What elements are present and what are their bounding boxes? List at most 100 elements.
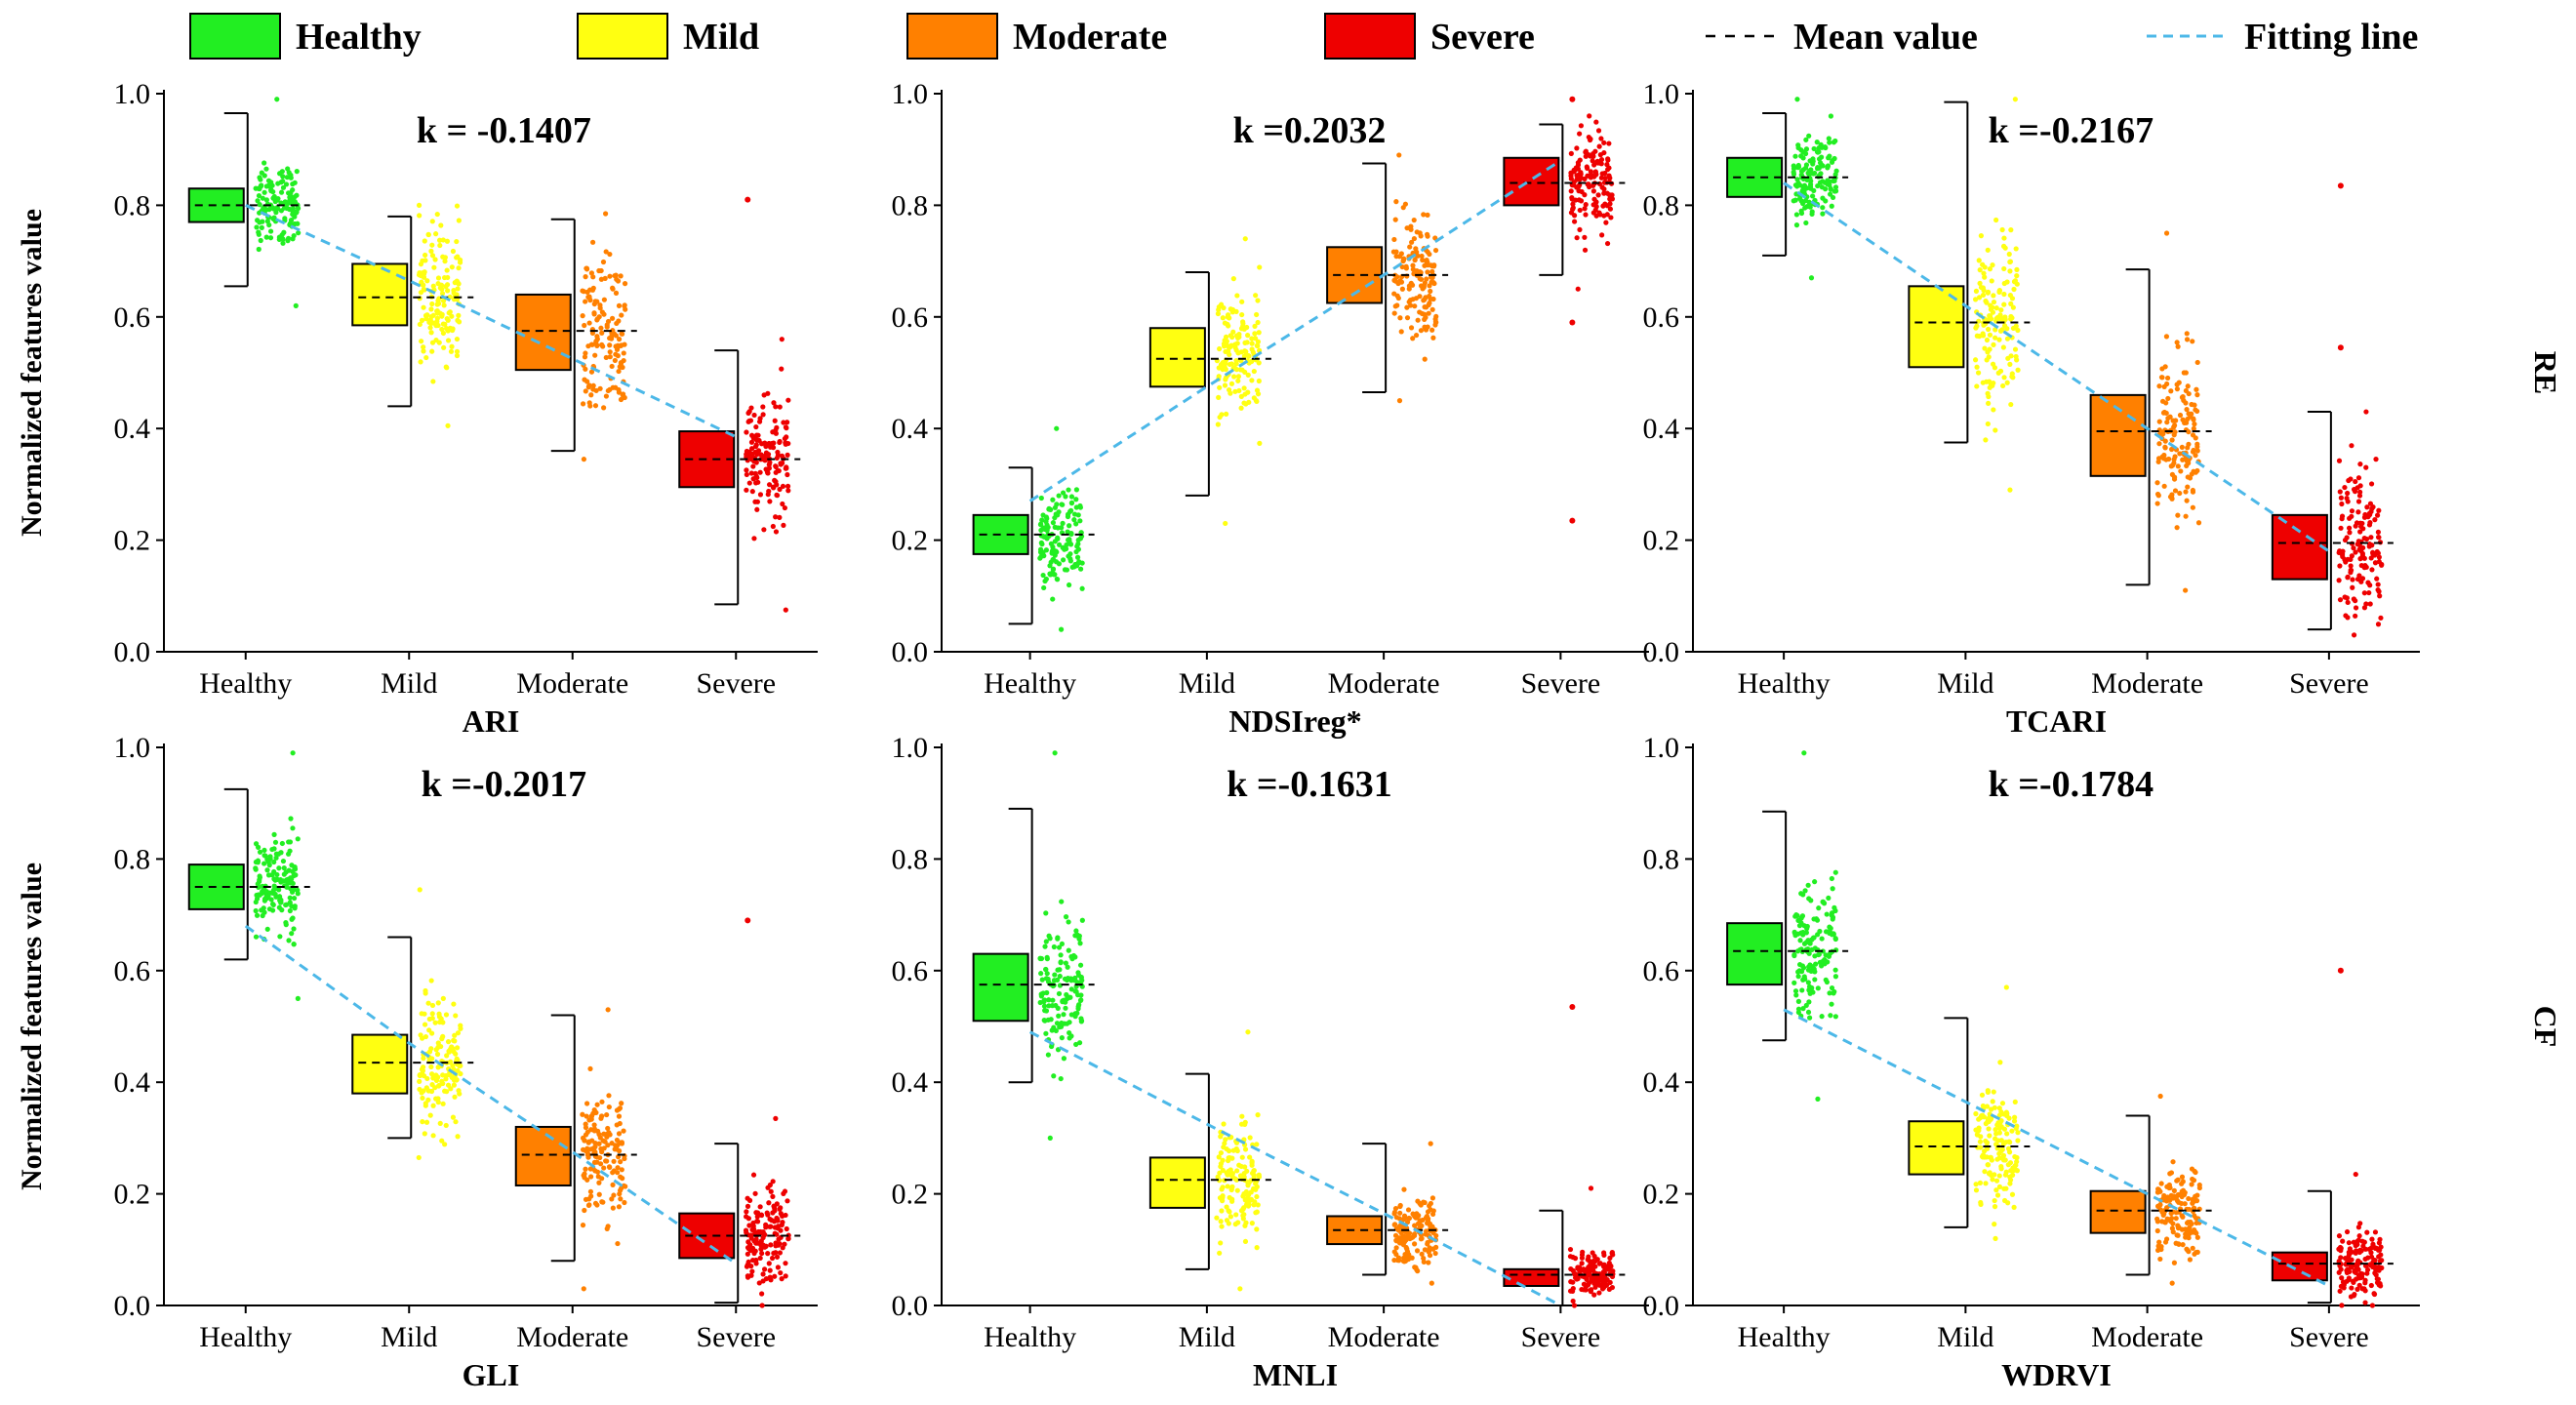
data-point — [423, 1033, 429, 1040]
data-point — [2337, 597, 2344, 603]
data-point — [1431, 280, 1437, 287]
y-tick-label: 0.6 — [114, 955, 151, 987]
data-point — [1591, 162, 1597, 168]
data-point — [458, 1025, 463, 1031]
data-point — [581, 1286, 586, 1292]
data-point — [1984, 1104, 1991, 1109]
data-point — [1413, 1215, 1420, 1221]
data-point — [784, 425, 789, 431]
data-point — [1055, 512, 1061, 518]
data-point — [2362, 1288, 2368, 1294]
data-point — [765, 470, 771, 476]
data-point — [1591, 1292, 1597, 1298]
y-tick-label: 0.2 — [892, 1179, 929, 1211]
data-point — [1236, 1162, 1242, 1168]
data-point — [1832, 974, 1839, 980]
data-point — [1218, 1161, 1224, 1167]
data-point — [2002, 1157, 2008, 1163]
data-point — [1403, 263, 1409, 269]
data-point — [2363, 409, 2369, 415]
data-point — [2353, 613, 2358, 619]
data-point — [2363, 601, 2369, 607]
data-point — [1060, 520, 1066, 526]
data-point — [1253, 1210, 1259, 1216]
data-point — [1217, 384, 1223, 390]
data-point — [2183, 387, 2189, 394]
data-point — [758, 1212, 765, 1219]
data-point — [1046, 933, 1052, 939]
data-point — [1411, 217, 1417, 223]
data-point — [2190, 449, 2196, 455]
data-point — [1991, 380, 1996, 386]
data-point — [767, 499, 773, 504]
data-point — [2160, 431, 2166, 437]
data-point — [2360, 544, 2366, 551]
data-point — [428, 248, 434, 254]
data-point — [601, 1145, 607, 1151]
legend-label: Severe — [1430, 17, 1535, 58]
data-point — [596, 1180, 602, 1185]
data-point — [2361, 536, 2367, 542]
data-point — [1404, 225, 1410, 231]
data-point — [1829, 875, 1834, 882]
box — [351, 1033, 409, 1095]
data-point — [768, 1188, 774, 1194]
data-point — [440, 237, 446, 243]
data-point — [1599, 1275, 1605, 1281]
data-point — [256, 246, 262, 253]
data-point — [1406, 299, 1412, 305]
data-point — [1247, 1135, 1253, 1141]
x-axis-label: WDRVI — [2001, 1357, 2112, 1392]
data-point — [583, 350, 588, 356]
data-point — [1050, 997, 1056, 1003]
data-point — [260, 195, 265, 201]
data-point — [1233, 358, 1239, 364]
data-point — [1802, 205, 1808, 211]
data-point — [1056, 493, 1062, 499]
data-point — [745, 1203, 751, 1209]
data-point — [754, 1219, 761, 1224]
data-point — [284, 884, 290, 890]
data-point — [760, 404, 766, 410]
data-point — [2338, 495, 2344, 501]
data-point — [450, 248, 457, 255]
data-point — [1055, 935, 1061, 941]
data-point — [771, 400, 777, 406]
data-point — [2190, 1198, 2196, 1204]
data-point — [1241, 385, 1247, 391]
legend-item-moderate: Moderate — [906, 13, 1167, 60]
group-mild — [1908, 984, 2031, 1241]
data-point — [289, 863, 295, 868]
data-point — [1047, 1135, 1053, 1141]
data-point — [2375, 622, 2382, 627]
data-point — [1040, 525, 1046, 531]
data-point — [1039, 977, 1045, 983]
data-point — [1993, 217, 1999, 223]
data-point — [1223, 1137, 1228, 1143]
data-point — [458, 1063, 463, 1068]
data-point — [1216, 1154, 1222, 1160]
data-point — [785, 397, 791, 403]
data-point — [1827, 140, 1832, 145]
data-point — [1255, 342, 1261, 349]
data-point — [1425, 212, 1430, 218]
data-point — [1037, 546, 1044, 552]
data-point — [777, 1250, 784, 1256]
data-point — [1426, 1248, 1432, 1254]
data-point — [419, 1090, 424, 1096]
data-point — [1803, 1002, 1809, 1009]
data-point — [1234, 293, 1240, 299]
data-point — [1427, 251, 1432, 258]
data-point — [616, 302, 623, 308]
data-point — [1058, 626, 1065, 632]
data-point — [274, 97, 280, 102]
data-point — [609, 315, 616, 321]
data-point — [2348, 563, 2354, 569]
data-point — [2362, 1246, 2369, 1252]
data-point — [263, 234, 269, 240]
legend-label: Mild — [683, 17, 759, 58]
data-point — [2354, 1276, 2359, 1282]
data-point — [603, 393, 609, 399]
